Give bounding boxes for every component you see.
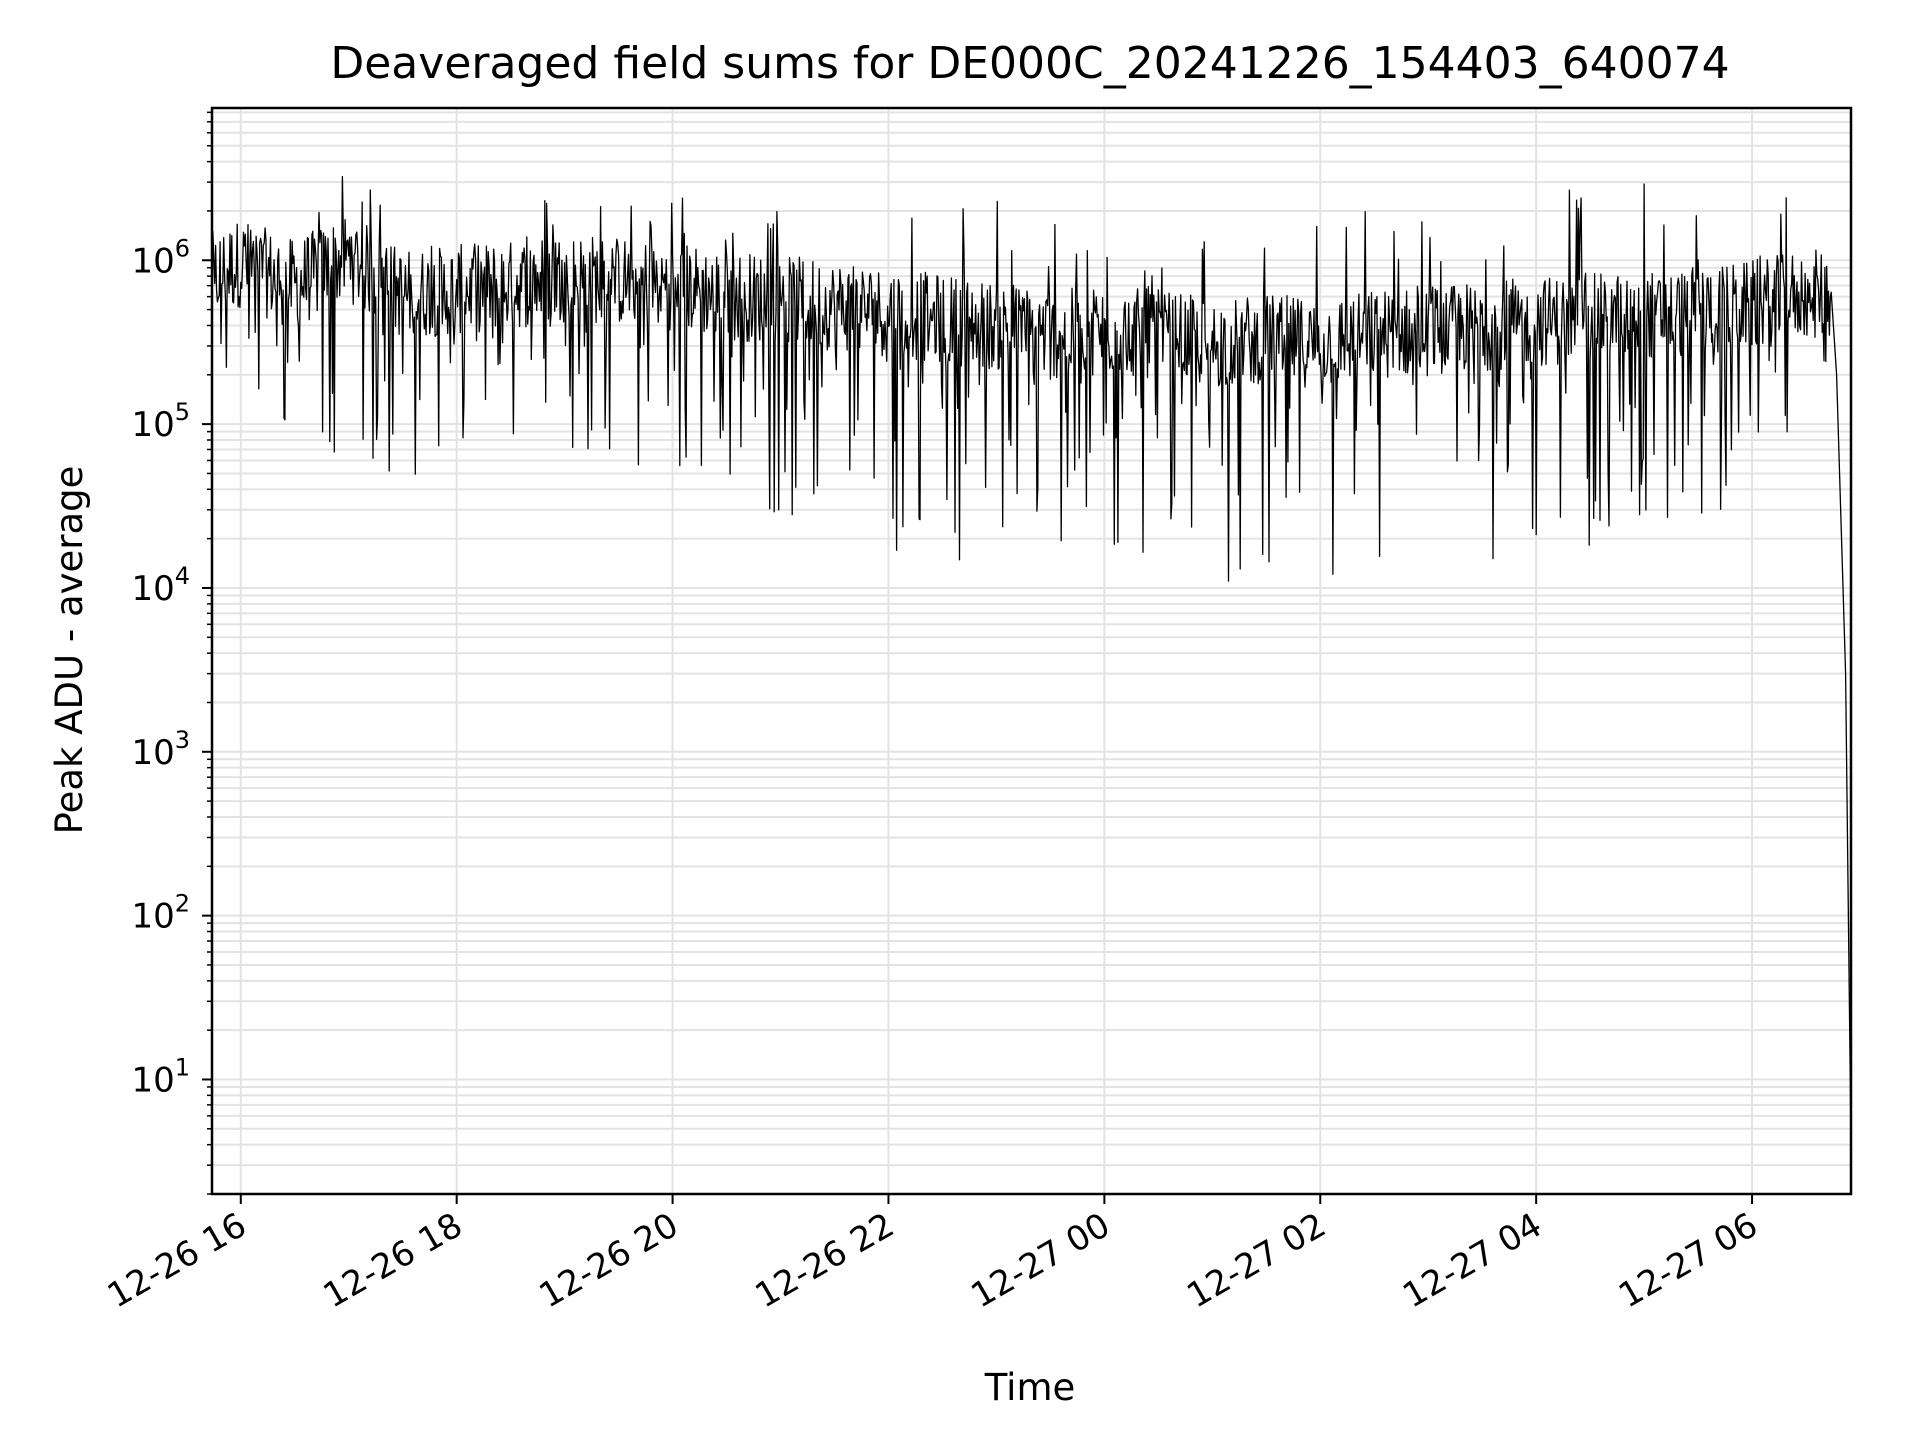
chart-title: Deaveraged field sums for DE000C_2024122…: [330, 38, 1729, 89]
grid: [212, 108, 1851, 1195]
y-tick-label-exponent: 2: [175, 890, 190, 918]
y-tick-label: 106: [131, 234, 190, 281]
y-tick-label-base: 10: [131, 241, 174, 281]
y-axis-label: Peak ADU - average: [48, 466, 91, 835]
x-axis-label: Time: [984, 1366, 1076, 1409]
y-tick-label-exponent: 3: [175, 726, 190, 754]
plot-frame: [210, 106, 1853, 1196]
y-tick-label: 105: [131, 398, 190, 445]
y-tick-label: 104: [131, 562, 190, 609]
series-layer: [211, 175, 1852, 1145]
y-tick-label-base: 10: [131, 569, 174, 609]
y-tick-label: 103: [131, 726, 190, 773]
y-tick-label-base: 10: [131, 405, 174, 445]
y-tick-label-exponent: 5: [175, 398, 190, 426]
y-tick-label-base: 10: [131, 897, 174, 937]
y-tick-label: 101: [131, 1053, 190, 1100]
y-tick-label-exponent: 1: [175, 1053, 190, 1081]
y-tick-label-base: 10: [131, 733, 174, 773]
y-tick-label-base: 10: [131, 1060, 174, 1100]
y-tick-label: 102: [131, 890, 190, 937]
y-tick-label-exponent: 6: [175, 234, 190, 262]
y-tick-label-exponent: 4: [175, 562, 190, 590]
series-line: [211, 175, 1852, 1145]
